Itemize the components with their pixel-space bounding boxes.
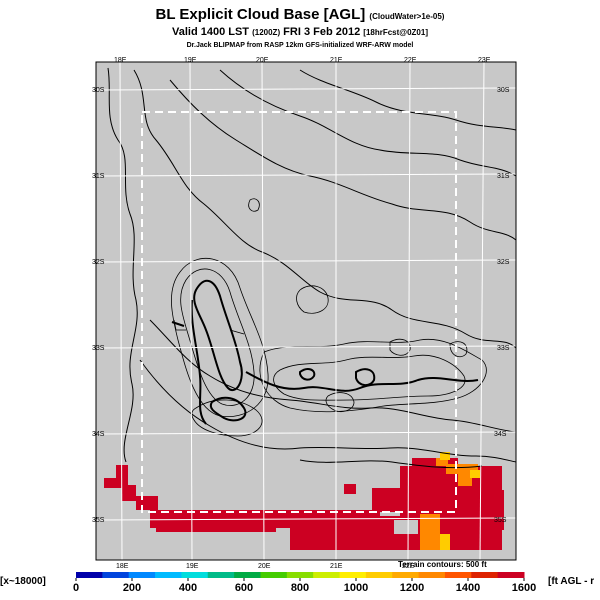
lat-label-left: 31S bbox=[92, 173, 105, 180]
legend-color-swatch bbox=[444, 572, 472, 578]
legend-right-label: [ft AGL - r bbox=[548, 576, 595, 587]
map-frame bbox=[95, 61, 517, 561]
legend-color-swatch bbox=[339, 572, 367, 578]
legend-tick-label: 400 bbox=[179, 582, 197, 594]
terrain-contour-note: Terrain contours: 500 ft bbox=[398, 560, 487, 569]
subtitle-forecast: [18hrFcst@0Z01] bbox=[363, 28, 428, 37]
lon-label-bottom: 21E bbox=[330, 563, 343, 570]
lon-label-top: 19E bbox=[184, 57, 197, 64]
lat-label-right: 33S bbox=[497, 345, 510, 352]
lon-label-bottom: 22E bbox=[402, 563, 415, 570]
lon-label-bottom: 18E bbox=[116, 563, 129, 570]
legend-color-swatch bbox=[471, 572, 499, 578]
lat-label-left: 34S bbox=[92, 431, 105, 438]
legend-tick-label: 1000 bbox=[344, 582, 368, 594]
legend-color-swatch bbox=[313, 572, 341, 578]
lon-label-top: 23E bbox=[478, 57, 491, 64]
lon-label-top: 18E bbox=[114, 57, 127, 64]
chart-subtitle: Valid 1400 LST (1200Z) FRI 3 Feb 2012 [1… bbox=[0, 26, 600, 39]
credit-line: Dr.Jack BLIPMAP from RASP 12km GFS-initi… bbox=[186, 42, 414, 49]
lon-label-bottom: 20E bbox=[258, 563, 271, 570]
legend-color-swatch bbox=[260, 572, 288, 578]
legend-color-swatch bbox=[234, 572, 261, 578]
legend-color-swatch bbox=[102, 572, 130, 578]
lat-label-right: 32S bbox=[497, 259, 510, 266]
lat-label-left: 30S bbox=[92, 87, 105, 94]
lon-label-top: 22E bbox=[404, 57, 417, 64]
lat-label-right: 35S bbox=[494, 517, 507, 524]
legend-tick-label: 600 bbox=[235, 582, 253, 594]
domain-boundary bbox=[141, 111, 457, 513]
lat-label-left: 33S bbox=[92, 345, 105, 352]
legend-tick-label: 800 bbox=[291, 582, 309, 594]
legend-ticks: 0 200 400 600 800 1000 1200 1400 1600 bbox=[73, 578, 536, 594]
lat-label-left: 35S bbox=[92, 517, 105, 524]
lat-label-right: 30S bbox=[497, 87, 510, 94]
subtitle-valid: Valid 1400 LST bbox=[171, 26, 250, 38]
ridge-contours bbox=[171, 280, 479, 425]
title-main: BL Explicit Cloud Base [AGL] bbox=[155, 6, 366, 23]
legend-color-swatch bbox=[155, 572, 182, 578]
lon-label-top: 20E bbox=[256, 57, 269, 64]
legend-color-swatch bbox=[392, 572, 420, 578]
legend-tick-label: 200 bbox=[123, 582, 141, 594]
legend-color-swatch bbox=[418, 572, 446, 578]
legend-tick-label: 0 bbox=[73, 582, 79, 594]
lon-label-bottom: 19E bbox=[186, 563, 199, 570]
lat-label-right: 31S bbox=[497, 173, 510, 180]
color-legend-bar bbox=[76, 572, 525, 578]
legend-left-label: [x~18000] bbox=[0, 576, 46, 587]
lon-label-top: 21E bbox=[330, 57, 343, 64]
legend-color-swatch bbox=[128, 572, 156, 578]
grid-labels: 18E 19E 20E 21E 22E 23E 18E 19E 20E 21E … bbox=[92, 57, 510, 570]
legend-color-swatch bbox=[286, 572, 314, 578]
legend-tick-label: 1400 bbox=[456, 582, 480, 594]
lat-label-left: 32S bbox=[92, 259, 105, 266]
legend-color-swatch bbox=[365, 572, 393, 578]
lat-label-right: 34S bbox=[494, 431, 507, 438]
legend-color-swatch bbox=[497, 572, 525, 578]
legend-tick-label: 1600 bbox=[512, 582, 536, 594]
subtitle-date: FRI 3 Feb 2012 bbox=[283, 26, 361, 38]
chart-title: BL Explicit Cloud Base [AGL] (CloudWater… bbox=[0, 6, 600, 26]
legend-color-swatch bbox=[76, 572, 103, 578]
legend-color-swatch bbox=[181, 572, 209, 578]
cloud-cells bbox=[104, 452, 504, 550]
lat-lon-grid bbox=[95, 61, 517, 561]
subtitle-code: (1200Z) bbox=[252, 28, 281, 37]
title-suffix: (CloudWater>1e-05) bbox=[369, 12, 445, 21]
legend-tick-label: 1200 bbox=[400, 582, 424, 594]
legend-color-swatch bbox=[207, 572, 235, 578]
